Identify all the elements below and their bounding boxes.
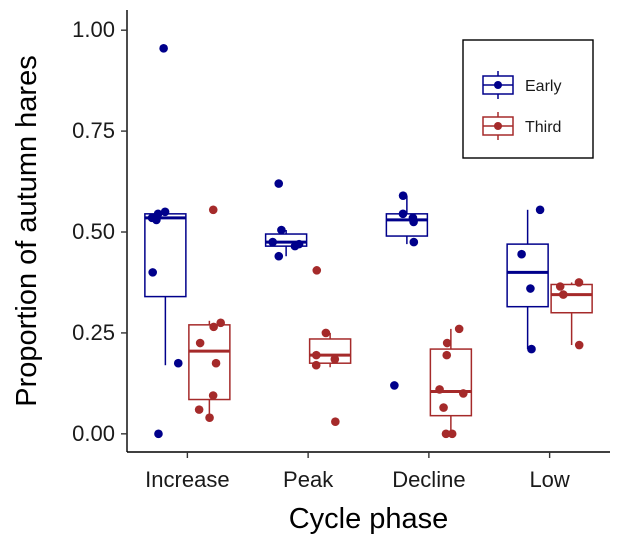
legend-box	[462, 39, 594, 159]
x-tick-label: Low	[529, 467, 569, 492]
data-point-early	[398, 209, 408, 219]
data-point-third	[331, 417, 340, 427]
data-point-early	[390, 381, 399, 390]
box-early-decline	[385, 195, 429, 245]
data-point-third	[209, 322, 218, 332]
data-point-early	[154, 429, 163, 439]
data-point-early	[517, 249, 526, 259]
y-tick-label: 0.25	[72, 320, 115, 345]
data-point-third	[435, 385, 444, 394]
data-point-third	[311, 350, 321, 360]
box-body	[429, 348, 473, 417]
data-point-third	[447, 429, 457, 439]
data-point-early	[268, 237, 277, 247]
data-point-third	[574, 340, 584, 350]
plot-area	[144, 44, 593, 439]
data-point-early	[535, 205, 545, 215]
y-axis-title: Proportion of autumn hares	[11, 55, 43, 406]
data-point-third	[459, 389, 468, 398]
data-point-third	[312, 266, 322, 275]
data-point-early	[274, 179, 284, 188]
data-point-third	[321, 328, 331, 338]
y-tick-label: 0.75	[72, 118, 115, 143]
data-point-early	[152, 215, 161, 225]
data-point-third	[574, 278, 584, 287]
data-point-third	[454, 324, 464, 334]
box-third-decline	[429, 328, 473, 434]
x-tick-label: Decline	[392, 467, 465, 492]
data-point-third	[208, 205, 218, 215]
x-tick-label: Increase	[145, 467, 229, 492]
data-point-third	[311, 360, 321, 370]
data-point-third	[442, 338, 452, 348]
box-body	[188, 324, 231, 401]
data-point-early	[277, 225, 286, 235]
legend: Early Third	[462, 39, 594, 159]
data-point-early	[409, 237, 419, 247]
axes: 0.00 0.25 0.50 0.75 1.00 Increase Peak Decline L…	[72, 10, 610, 492]
data-point-third	[216, 318, 226, 328]
data-point-third	[211, 358, 221, 368]
box-body	[385, 213, 429, 237]
x-axis-title: Cycle phase	[289, 503, 449, 535]
data-point-early	[173, 358, 183, 368]
data-point-third	[194, 405, 204, 414]
data-point-early	[290, 241, 300, 251]
data-point-third	[441, 429, 451, 439]
data-point-early	[526, 284, 535, 293]
x-tick-label: Peak	[283, 467, 334, 492]
box-third-increase	[188, 320, 231, 418]
box-body	[144, 213, 187, 298]
data-point-early	[409, 217, 418, 227]
data-point-third	[439, 403, 448, 412]
y-tick-label: 0.00	[72, 421, 115, 446]
legend-key-third	[482, 112, 514, 140]
legend-label-third: Third	[525, 119, 561, 136]
data-point-early	[160, 207, 170, 217]
box-early-increase	[144, 209, 187, 366]
data-point-third	[195, 338, 205, 348]
data-point-early	[159, 44, 168, 53]
y-tick-label: 0.50	[72, 219, 115, 244]
data-point-third	[330, 354, 340, 364]
box-early-low	[506, 209, 549, 350]
data-point-third	[208, 391, 218, 400]
data-point-third	[555, 282, 565, 291]
legend-label-early: Early	[525, 78, 561, 95]
legend-key-early	[482, 71, 514, 99]
legend-point	[494, 122, 502, 130]
y-tick-label: 1.00	[72, 17, 115, 42]
legend-point	[494, 81, 502, 89]
data-point-early	[527, 344, 536, 354]
data-point-third	[559, 290, 568, 299]
data-point-early	[274, 251, 284, 261]
data-point-early	[398, 191, 408, 200]
data-point-third	[205, 413, 214, 422]
data-point-early	[148, 268, 157, 277]
box-third-low	[550, 282, 593, 346]
data-point-third	[442, 350, 452, 360]
box-body	[506, 243, 549, 308]
